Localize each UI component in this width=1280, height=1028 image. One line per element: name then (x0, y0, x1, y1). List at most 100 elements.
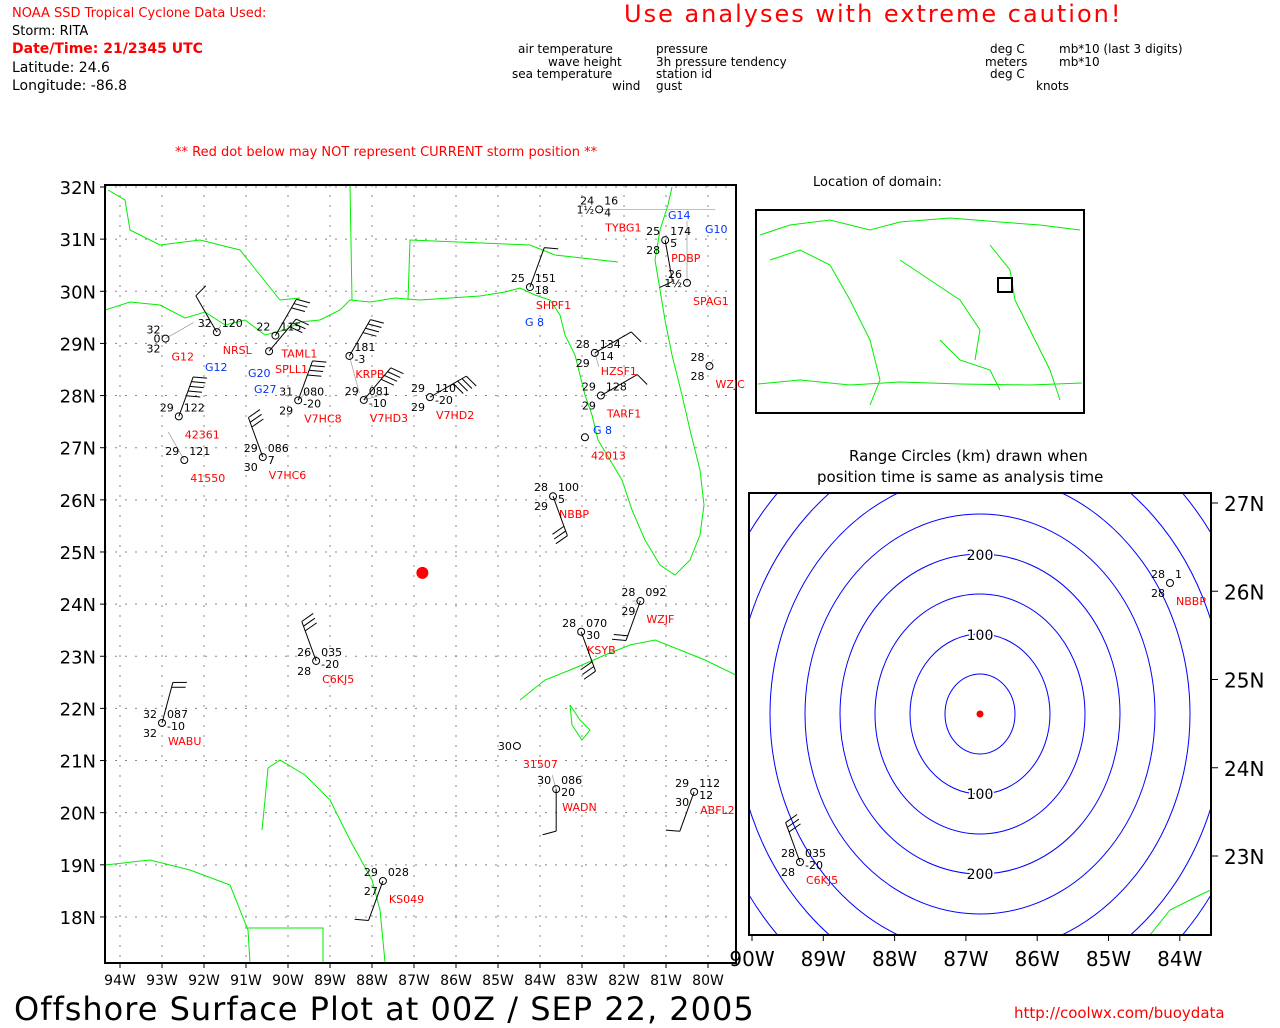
station-circle (661, 236, 670, 245)
station-NRSL[interactable]: 32 120 NRSL (195, 285, 253, 357)
station-circle (705, 362, 714, 371)
leader-line (349, 355, 360, 394)
station-TYBG1[interactable]: 24 16 1½ 4 TYBG1 (576, 194, 641, 234)
range-lat-label: 23N (1224, 845, 1264, 869)
station-WZJF[interactable]: 28 092 29 WZJF (612, 586, 674, 641)
station-id: 41550 (190, 472, 225, 485)
wind-barb (679, 791, 695, 832)
legend-unit-air: deg C (990, 42, 1025, 56)
leader-line (363, 392, 389, 401)
station-KRPB[interactable]: 181-3 KRPB (345, 319, 385, 381)
range-lon-label: 87W (943, 947, 988, 971)
station-id: V7HC8 (304, 412, 341, 425)
sea-temp: 29 (576, 357, 590, 370)
wind-barb (785, 822, 801, 863)
station-WABU[interactable]: 32 087-10 32 WABU (143, 681, 201, 748)
air-temp: 28 (562, 617, 576, 630)
pressure-tendency: 7 (268, 454, 275, 467)
leader-line (594, 352, 600, 367)
range-lat-label: 27N (1224, 492, 1264, 516)
lat-tick-label: 27N (60, 439, 96, 460)
station-KS049[interactable]: 29 028 27 KS049 (354, 866, 425, 921)
range-ring (944, 673, 1016, 755)
station-id: ABFL2 (700, 804, 735, 817)
station-SPLL1[interactable]: SPLL1 (265, 318, 309, 376)
pressure-tendency: -20 (303, 397, 321, 410)
station-42013[interactable]: 42013 (580, 433, 626, 463)
pressure-tendency: -20 (321, 658, 339, 671)
station-WZJC[interactable]: 28 28 WZJC (690, 351, 745, 391)
range-circle-panel: 200 100 100 200 90W 89W 88W 87W 86W 85W 84W 27N 26N… (729, 492, 1264, 971)
station-circle (690, 787, 699, 796)
source-url-link[interactable]: http://coolwx.com/buoydata (1014, 1004, 1225, 1022)
station-TAML1[interactable]: 22 115 TAML1 (256, 298, 317, 361)
range-storm-dot (976, 710, 984, 718)
ship-label: G27 (254, 383, 277, 396)
lat-tick-label: 29N (60, 334, 96, 355)
air-temp: 29 (364, 866, 378, 879)
station-circle (525, 283, 534, 292)
range-ring (839, 553, 1121, 875)
ship-label: G20 (248, 367, 271, 380)
lon-tick-label: 87W (398, 973, 430, 989)
range-lon-label: 85W (1086, 947, 1131, 971)
air-temp: 24 (580, 194, 594, 207)
station-id: TAML1 (280, 348, 317, 361)
station-circle (294, 396, 303, 405)
lat-tick-label: 20N (60, 804, 96, 825)
station-V7HC8[interactable]: 31 080-20 29 V7HC8 (279, 360, 342, 425)
air-temp: 32 (198, 317, 212, 330)
air-temp: 29 (411, 382, 425, 395)
range-lat-label: 25N (1224, 669, 1264, 693)
legend-gust: gust (656, 79, 683, 93)
lon-tick-label: 80W (692, 973, 724, 989)
station-42361[interactable]: 29 122 42361 (160, 376, 220, 441)
lat-tick-label: 22N (60, 699, 96, 720)
station-31507[interactable]: 30 31507 (498, 740, 558, 771)
lon-tick-label: 82W (608, 973, 640, 989)
station-circle (590, 348, 599, 357)
station-id: 42361 (185, 428, 220, 441)
station-41550[interactable]: 29 121 41550 (165, 445, 225, 485)
lat-tick-label: 31N (60, 230, 96, 251)
range-title-1: Range Circles (km) drawn when (849, 447, 1088, 465)
station-C6KJ5[interactable]: 28 035-20 28 C6KJ5 (781, 814, 838, 887)
pressure-tendency: -10 (167, 720, 185, 733)
station-id: PDBP (671, 252, 701, 265)
legend-unit-tendency: mb*10 (1059, 55, 1100, 69)
station-TARF1[interactable]: 2912829TARF1 (582, 374, 648, 421)
sea-temp: 29 (621, 605, 635, 618)
lon-tick-label: 90W (272, 973, 304, 989)
legend-pressure: pressure (656, 42, 708, 56)
station-C6KJ5[interactable]: 26 035-20 28 C6KJ5 (297, 613, 354, 686)
station-HZSF1[interactable]: 281341429HZSF1 (576, 331, 642, 378)
pressure: 080 (303, 385, 324, 398)
air-temp: 29 (244, 442, 258, 455)
wind-barb (368, 880, 384, 921)
station-NBBP[interactable]: 28 1 28 NBBP (1151, 568, 1206, 608)
legend-tendency: 3h pressure tendency (656, 55, 787, 69)
pressure-tendency: 18 (535, 284, 549, 297)
leader-line (167, 431, 185, 461)
station-circle (158, 718, 166, 727)
sea-temp: 27 (364, 885, 378, 898)
air-temp: 28 (621, 586, 635, 599)
pressure-tendency: 12 (699, 789, 713, 802)
sea-temp: 28 (781, 866, 795, 879)
leader-line (216, 324, 222, 333)
air-temp: 29 (160, 401, 174, 414)
lon-tick-label: 93W (146, 973, 178, 989)
air-temp: 26 (668, 268, 682, 281)
